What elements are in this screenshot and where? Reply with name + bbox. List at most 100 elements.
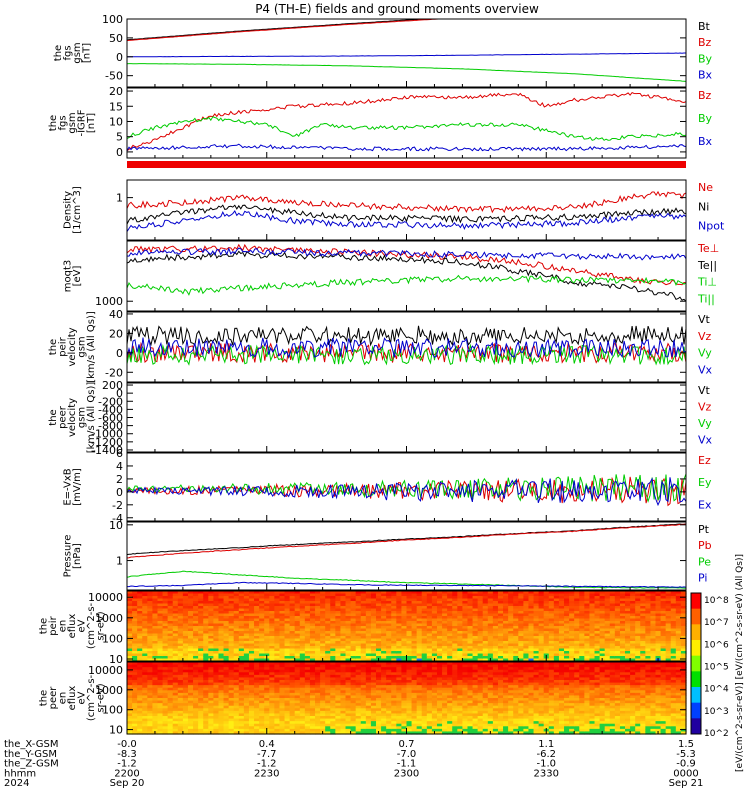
series-peir-velocity-2 [126, 343, 687, 366]
svg-text:velocity: velocity [67, 398, 78, 437]
legend-Vy: Vy [698, 417, 712, 430]
x-row-value: -8.3 [117, 749, 137, 760]
legend-Ez: Ez [698, 454, 711, 467]
series-fgs-gsm-0 [126, 18, 686, 41]
svg-text:eV: eV [77, 619, 88, 632]
colorbar-tick: 10^5 [704, 663, 729, 673]
legend-Ti||: Ti|| [697, 292, 715, 305]
x-row-value: -1.0 [536, 759, 556, 770]
y-tick-label: 0 [116, 486, 123, 499]
series-density-0 [126, 190, 687, 214]
legend-Ne: Ne [698, 181, 713, 194]
y-axis-label: Density[1/cm^3] [62, 186, 83, 234]
svg-text:moqt3: moqt3 [62, 260, 73, 293]
legend-Ti⊥: Ti⊥ [697, 276, 717, 289]
series-temperature-2 [126, 247, 687, 261]
legend-Pe: Pe [698, 555, 711, 568]
svg-text:the: the [48, 339, 59, 355]
y-tick-label: 10 [109, 653, 123, 666]
y-tick-label: 100 [102, 704, 123, 717]
panel-peer-eflux: 10000 1000 100 10thepeerenefluxeV(cm^2-s-sr… [39, 661, 687, 737]
svg-text:the: the [53, 45, 64, 61]
spectrogram [127, 662, 687, 735]
y-tick-label: -2 [112, 499, 123, 512]
svg-text:the: the [48, 115, 59, 131]
colorbar-tick: 10^6 [704, 640, 729, 650]
svg-text:-IGRF: -IGRF [77, 109, 88, 136]
panel-density: 1 Density[1/cm^3] Ne Ni Npot [62, 179, 725, 241]
x-row-value: -7.0 [397, 749, 417, 760]
y-tick-label: 20 [109, 327, 123, 340]
svg-text:gsm: gsm [77, 336, 88, 357]
legend-Bt: Bt [698, 20, 711, 33]
y-tick-label: 20 [109, 85, 123, 98]
y-tick-label: 1 [116, 192, 123, 205]
panel-frame [126, 382, 687, 453]
y-tick-label: 10000 [88, 664, 123, 677]
x-row-value: Sep 21 [669, 778, 704, 789]
y-tick-label: 6 [116, 447, 123, 460]
svg-text:eflux: eflux [67, 614, 78, 639]
colorbar-tick: 10^4 [704, 685, 729, 695]
svg-text:velocity: velocity [67, 327, 78, 366]
svg-text:[km/s (All Qs)]: [km/s (All Qs)] [86, 382, 97, 454]
y-tick-label: 10 [109, 115, 123, 128]
x-row-value: 0000 [673, 768, 698, 779]
series-pressure-0 [126, 523, 687, 556]
y-tick-label: 15 [109, 100, 123, 113]
colorbar-label: [eV/(cm^2-s-sr-eV)] [eV/(cm^2-s-sr-eV) (… [735, 554, 745, 772]
y-axis-label: E=-VxB[mV/m] [62, 468, 83, 506]
svg-text:gsm: gsm [72, 42, 83, 63]
x-row-value: 0.7 [399, 739, 415, 750]
y-tick-label: -50 [105, 70, 123, 83]
x-row-value: 2300 [394, 768, 419, 779]
y-tick-label: -600 [98, 412, 123, 425]
svg-text:sr-eV): sr-eV) [96, 611, 107, 640]
svg-text:E=-VxB: E=-VxB [62, 468, 73, 505]
x-row-label: 2024 [4, 778, 29, 789]
series-fgs-gsm-detrend-2 [126, 143, 687, 152]
svg-text:gsm: gsm [77, 407, 88, 428]
svg-text:the: the [48, 409, 59, 425]
colorbar-tick: 10^7 [704, 618, 729, 628]
y-tick-label: -20 [105, 366, 123, 379]
colorbar-tick: 10^8 [704, 596, 729, 606]
y-tick-label: 100 [102, 632, 123, 645]
svg-text:[km/s (All Qs)]: [km/s (All Qs)] [86, 311, 97, 383]
y-tick-label: 0 [116, 347, 123, 360]
legend-Te||: Te|| [697, 259, 717, 272]
y-tick-label: -400 [98, 403, 123, 416]
panel-frame [126, 452, 687, 522]
legend-Pi: Pi [698, 572, 707, 585]
legend-Vz: Vz [698, 330, 712, 343]
y-tick-label: 0 [116, 387, 123, 400]
svg-text:[1/cm^3]: [1/cm^3] [72, 186, 83, 234]
x-row-label: the_Y-GSM [4, 749, 57, 760]
y-tick-label: -1400 [91, 444, 123, 457]
panel-frame [126, 179, 687, 241]
colorbar: 10^8 10^7 10^6 10^5 10^4 10^3 10^2 [eV/(cm^2-s-… [690, 554, 745, 772]
x-row-value: -7.7 [257, 749, 277, 760]
panel-peer-velocity: 2000-200-400-600-800-1000-1200-1400thepe… [48, 379, 713, 457]
panel-temperature: 1000 moqt3[eV] Te⊥ Te|| Ti⊥ Ti|| [62, 240, 719, 312]
series-peir-velocity-0 [126, 325, 687, 347]
x-row-value: -1.1 [397, 759, 417, 770]
x-row-label: the_X-GSM [4, 739, 58, 750]
svg-text:fgs: fgs [62, 45, 73, 60]
x-row-value: -5.3 [676, 749, 696, 760]
series-fgs-gsm-1 [126, 18, 686, 42]
x-row-value: -1.2 [117, 759, 137, 770]
y-tick-label: -200 [98, 395, 123, 408]
panel-pressure: 10 1 Pressure[nPa] Pt Pb Pe Pi [62, 519, 712, 591]
y-tick-label: 50 [109, 32, 123, 45]
legend-Ex: Ex [698, 498, 712, 511]
legend-Ey: Ey [698, 476, 712, 489]
series-efield-2 [126, 477, 687, 507]
